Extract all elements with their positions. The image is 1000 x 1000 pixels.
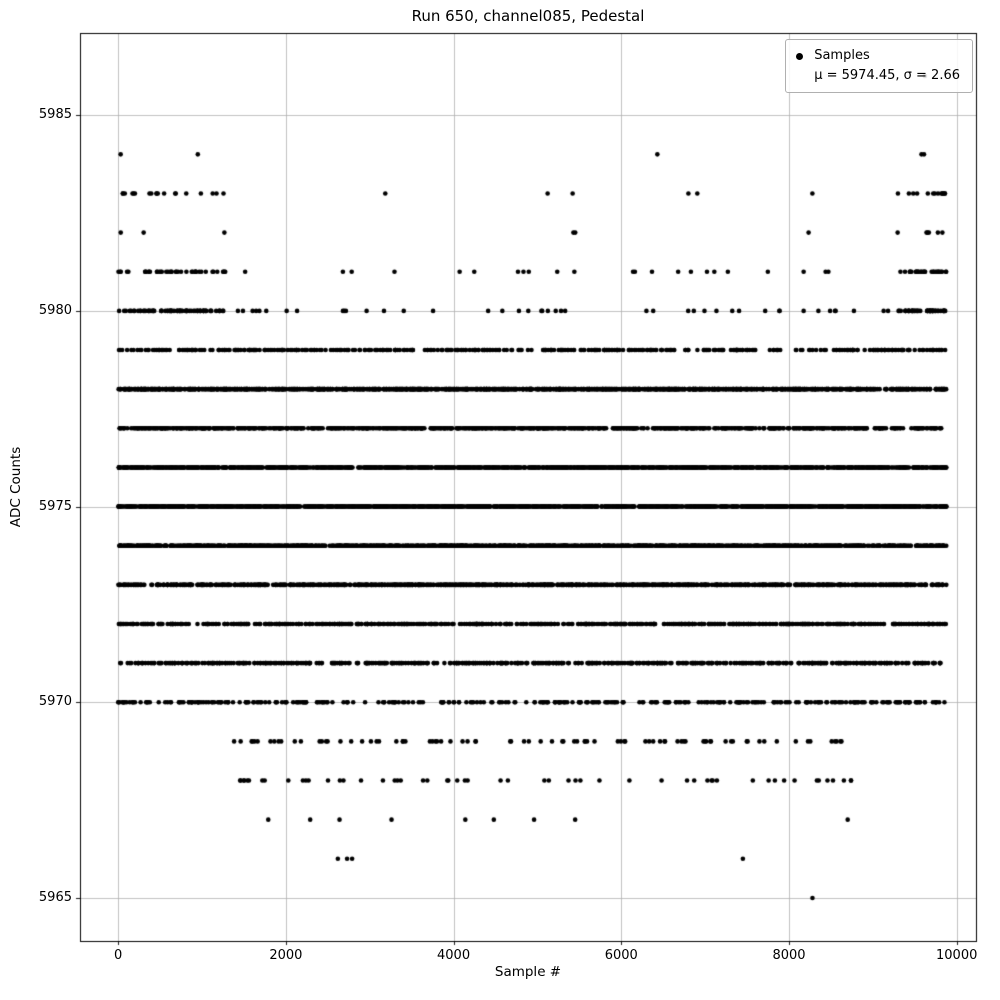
legend-label-samples: Samples xyxy=(814,48,870,63)
y-tick-label: 5980 xyxy=(38,302,72,318)
x-axis-label: Sample # xyxy=(494,964,562,980)
x-tick-label: 10000 xyxy=(936,948,978,963)
legend-entry-stats: μ = 5974.45, σ = 2.66 xyxy=(814,66,960,86)
x-tick-label: 2000 xyxy=(269,948,303,963)
x-tick-label: 8000 xyxy=(772,948,806,963)
legend: Samples μ = 5974.45, σ = 2.66 xyxy=(785,39,973,93)
legend-entry-samples: Samples xyxy=(786,46,960,66)
sample-marker-icon xyxy=(796,52,804,60)
x-tick-label: 0 xyxy=(114,948,123,963)
legend-label-stats: μ = 5974.45, σ = 2.66 xyxy=(814,68,960,83)
y-axis-label: ADC Counts xyxy=(8,446,24,528)
y-tick-label: 5975 xyxy=(38,498,72,514)
x-tick-label: 4000 xyxy=(437,948,471,963)
y-tick-label: 5970 xyxy=(38,694,72,710)
y-tick-label: 5965 xyxy=(38,889,72,905)
y-tick-label: 5985 xyxy=(38,107,72,123)
x-tick-label: 6000 xyxy=(604,948,638,963)
chart-title: Run 650, channel085, Pedestal xyxy=(411,7,645,25)
